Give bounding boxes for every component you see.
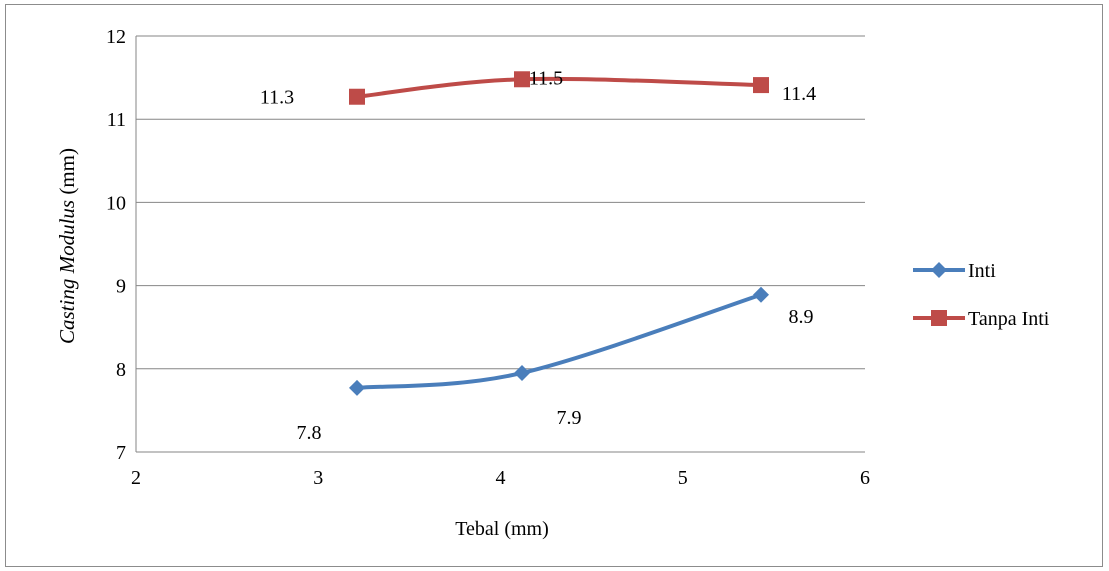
point-inti [753, 286, 769, 303]
x-tick-label: 2 [131, 467, 141, 489]
series-group [349, 71, 769, 396]
gridlines [136, 35, 865, 370]
point-inti [514, 364, 530, 381]
legend-label-inti: Inti [968, 260, 996, 282]
point-tanpa-inti [349, 88, 365, 105]
y-tick-label: 9 [116, 276, 126, 298]
point-inti [349, 379, 365, 396]
x-tick-label: 6 [860, 467, 870, 489]
data-label-tanpa-inti: 11.3 [260, 87, 294, 109]
y-tick-label: 7 [116, 442, 126, 464]
y-axis-title: Casting Modulus (mm) [55, 148, 79, 344]
y-axis-title-italic: Casting Modulus [55, 200, 79, 344]
data-labels: 7.8 7.9 8.9 11.3 11.5 11.4 [260, 67, 816, 444]
series-line-inti [355, 292, 763, 390]
y-tick-label: 12 [106, 26, 126, 48]
data-label-tanpa-inti: 11.4 [782, 83, 816, 105]
y-axis-title-suffix: (mm) [55, 148, 79, 200]
legend-marker-inti [931, 262, 947, 278]
x-axis-title: Tebal (mm) [455, 518, 549, 540]
x-tick-label: 3 [313, 467, 323, 489]
legend-label-tanpa-inti: Tanpa Inti [968, 308, 1050, 330]
data-label-tanpa-inti: 11.5 [529, 67, 563, 89]
y-tick-label: 8 [116, 359, 126, 381]
x-tick-label: 4 [496, 467, 506, 489]
legend: Inti Tanpa Inti [913, 260, 1050, 330]
point-tanpa-inti [753, 77, 769, 94]
x-tick-labels: 2 3 4 5 6 [131, 467, 870, 489]
x-tick-label: 5 [678, 467, 688, 489]
data-label-inti: 7.8 [297, 422, 322, 444]
point-tanpa-inti [514, 71, 530, 88]
data-label-inti: 7.9 [557, 407, 582, 429]
legend-marker-tanpa-inti [931, 310, 947, 326]
axes [135, 36, 865, 453]
data-label-inti: 8.9 [789, 306, 814, 328]
y-tick-label: 10 [106, 192, 126, 214]
y-tick-labels: 7 8 9 10 11 12 [106, 26, 126, 464]
y-tick-label: 11 [107, 109, 126, 131]
